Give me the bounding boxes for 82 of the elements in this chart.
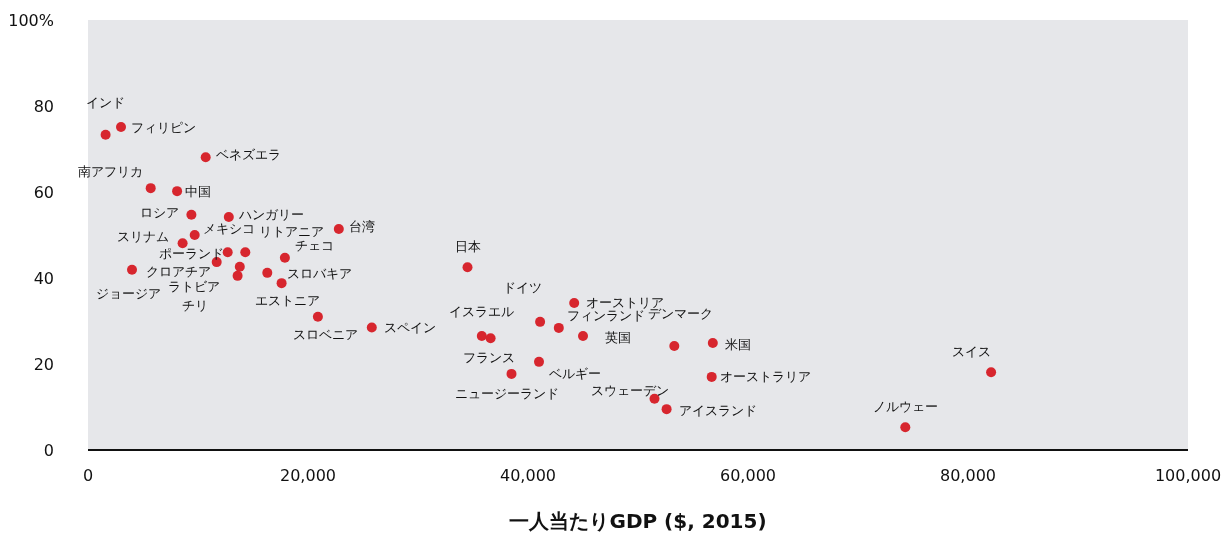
annotation: ニュージーランド [454,385,559,401]
point [534,356,544,367]
y-tick-label: 60 [33,182,54,202]
point [569,297,580,308]
annotation: ジョージア [95,285,161,301]
annotation: アイスランド [678,403,757,419]
x-tick-label: 20,000 [280,466,336,486]
point [661,404,672,415]
point [279,252,290,263]
point [222,247,233,258]
annotation: オーストラリア [719,368,811,384]
point [553,322,564,333]
annotation: イスラエル [449,304,515,320]
point [706,371,717,382]
point [145,183,156,194]
annotation: ベネズエラ [215,147,281,163]
point [312,311,323,322]
point [223,211,234,222]
y-tick-label: 40 [33,268,54,288]
y-tick-label: 100% [8,10,54,30]
annotation: インド [86,94,126,110]
annotation: ロシア [140,204,180,220]
point [240,247,251,258]
point [535,316,546,327]
annotation: 中国 [185,184,212,200]
point [177,238,188,249]
x-tick-label: 0 [82,466,94,486]
point [189,230,200,240]
point [900,422,911,433]
point [986,367,997,378]
point [476,331,487,342]
y-tick-label: 0 [43,440,54,460]
annotation: 南アフリカ [77,164,143,180]
point [506,368,517,379]
point [366,322,377,333]
point [172,186,183,197]
annotation: 米国 [724,336,751,352]
annotation: メキシコ [202,221,255,236]
y-tick-label: 20 [33,354,54,374]
annotation: 日本 [454,239,481,255]
point [234,261,245,272]
point [333,223,344,234]
annotation: スペイン [383,320,436,336]
annotation: エストニア [255,293,321,309]
annotation: 英国 [605,330,631,346]
x-tick-label: 60,000 [720,466,776,486]
point [578,331,588,342]
annotation: クロアチア [145,264,211,280]
point [127,264,137,275]
point [262,267,273,278]
annotation: スリナム [116,229,169,245]
annotation: スウェーデン [590,382,669,398]
annotation: ベルギー [549,365,601,381]
point [116,122,126,133]
point [462,262,473,273]
annotation: スロバキア [287,265,353,281]
annotation: ポーランド [158,246,224,262]
annotation: ノルウェー [872,399,938,415]
x-tick-label: 80,000 [940,466,996,486]
x-tick-label: 100,000 [1154,466,1222,486]
annotation: チリ [181,297,208,313]
point [276,278,287,289]
annotation: スイス [951,344,991,360]
annotation: ハンガリー [237,206,304,222]
point [707,337,718,348]
annotation: チェコ [294,237,334,253]
annotation: ドイツ [502,279,542,295]
point [232,270,243,281]
point [669,340,680,351]
annotation: 台湾 [348,218,375,234]
annotation: リトアニア [259,224,325,240]
point [100,129,111,140]
x-tick-label: 40,000 [500,466,556,486]
y-tick-label: 80 [33,96,54,116]
x-axis-title: 一人当たりGDP ($, 2015) [509,509,767,533]
annotation: フィリピン [131,120,196,136]
annotation: スロベニア [293,326,359,342]
point [186,209,197,220]
annotation: フランス [462,350,515,366]
annotation: ラトビア [167,278,220,294]
point [200,152,211,163]
point [485,333,496,344]
